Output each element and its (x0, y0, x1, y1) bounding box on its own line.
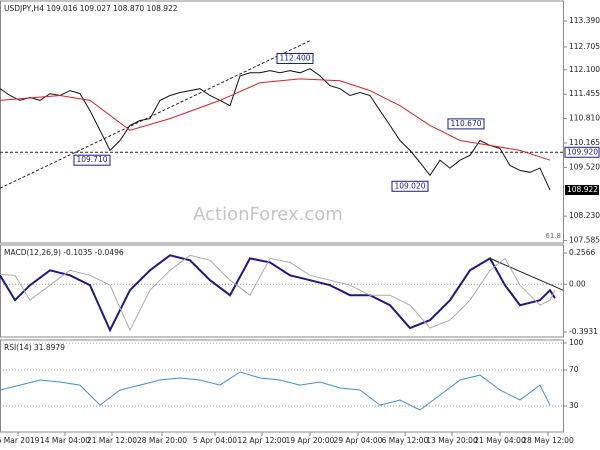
y-tick-label: 112.705 (569, 42, 600, 51)
x-tick-label: 6 May 12:00 (382, 436, 429, 445)
y-tick-label: 108.230 (569, 211, 600, 220)
annotation-box (391, 180, 429, 192)
y-tick-label: 111.455 (569, 89, 600, 98)
x-tick-label: 21 May 04:00 (474, 436, 526, 445)
last-price-box (565, 184, 599, 195)
x-tick-label: 6 Mar 2019 (0, 436, 40, 445)
x-tick-label: 19 Apr 20:00 (286, 436, 335, 445)
panel (0, 339, 564, 433)
panel-title: USDJPY,H4 109.016 109.027 108.870 108.92… (4, 4, 178, 13)
series-line (0, 254, 556, 332)
y-tick-label: -0.3931 (569, 327, 598, 336)
y-tick-label: 110.810 (569, 114, 600, 123)
y-tick-label: 110.165 (569, 138, 600, 147)
y-tick-label: 107.585 (569, 236, 600, 245)
level-label: 109.920 (567, 147, 598, 156)
y-tick-label: 0.00 (569, 279, 586, 288)
annotation-label: 109.020 (394, 181, 425, 190)
panel-title: RSI(14) 31.8979 (4, 343, 65, 352)
x-tick-label: 21 Mar 12:00 (87, 436, 137, 445)
fibo-label: 61.8 (545, 232, 561, 240)
x-tick-label: 14 Mar 04:00 (40, 436, 90, 445)
y-tick-label: 30 (569, 401, 579, 410)
x-tick-label: 28 May 12:00 (522, 436, 574, 445)
series-line (0, 68, 551, 191)
watermark: ActionForex.com (193, 204, 343, 225)
x-tick-label: 12 Apr 12:00 (238, 436, 287, 445)
annotation-box (73, 154, 111, 166)
x-tick-label: 28 Mar 20:00 (137, 436, 187, 445)
annotation-label: 109.710 (76, 155, 107, 164)
y-tick-label: 0.2566 (569, 248, 595, 257)
y-tick-label: 112.100 (569, 65, 600, 74)
panel (0, 244, 564, 338)
x-tick-label: 13 May 20:00 (426, 436, 478, 445)
annotation-label: 110.670 (450, 119, 481, 128)
trendline (489, 257, 564, 291)
y-tick-label: 100 (569, 338, 584, 347)
panel (0, 0, 564, 244)
x-tick-label: 5 Apr 04:00 (193, 436, 237, 445)
last-price-label: 108.922 (567, 185, 598, 194)
y-tick-label: 70 (569, 365, 579, 374)
series-line (0, 78, 551, 161)
annotation-box (276, 52, 314, 64)
y-tick-label: 109.520 (569, 162, 600, 171)
series-line (0, 371, 551, 411)
x-tick-label: 29 Apr 04:00 (334, 436, 383, 445)
level-box (564, 146, 600, 158)
annotation-box (447, 118, 485, 130)
annotation-label: 112.400 (279, 53, 310, 62)
panel-title: MACD(12,26,9) -0.1035 -0.0496 (4, 248, 124, 257)
trendline (0, 40, 311, 189)
series-line (0, 254, 556, 333)
y-tick-label: 113.390 (569, 16, 600, 25)
